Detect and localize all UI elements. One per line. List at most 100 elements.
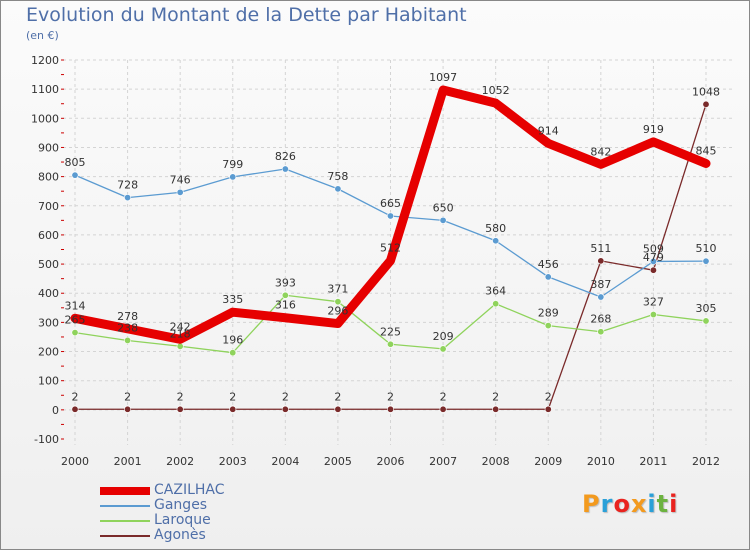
data-point-laroque bbox=[544, 322, 552, 330]
y-tick-label: 600 bbox=[38, 229, 59, 242]
x-tick-label: 2006 bbox=[377, 455, 405, 468]
data-label-laroque: 364 bbox=[485, 285, 506, 298]
data-point-agonès bbox=[597, 257, 605, 265]
x-tick-label: 2000 bbox=[61, 455, 89, 468]
data-label-laroque: 305 bbox=[696, 302, 717, 315]
data-point-laroque bbox=[71, 329, 79, 337]
y-tick-label: 500 bbox=[38, 258, 59, 271]
proxiti-logo: Proxiti bbox=[582, 490, 678, 518]
y-tick-label: 100 bbox=[38, 375, 59, 388]
data-point-laroque bbox=[124, 336, 132, 344]
data-label-laroque: 225 bbox=[380, 325, 401, 338]
legend-label: CAZILHAC bbox=[154, 482, 225, 498]
data-label-ganges: 650 bbox=[433, 201, 454, 214]
x-tick-label: 2004 bbox=[271, 455, 299, 468]
data-point-agonès bbox=[229, 405, 237, 413]
data-point-ganges bbox=[649, 257, 657, 265]
data-point-agonès bbox=[649, 266, 657, 274]
data-label-cazilhac: 842 bbox=[590, 145, 611, 158]
data-label-ganges: 799 bbox=[222, 158, 243, 171]
data-point-agonès bbox=[176, 405, 184, 413]
data-point-laroque bbox=[702, 317, 710, 325]
data-label-cazilhac: 512 bbox=[380, 242, 401, 255]
data-label-agonès: 2 bbox=[177, 390, 184, 403]
data-label-cazilhac: 316 bbox=[275, 299, 296, 312]
logo-letter: P bbox=[582, 490, 601, 518]
data-label-agonès: 2 bbox=[72, 390, 79, 403]
x-tick-label: 2011 bbox=[639, 455, 667, 468]
x-tick-label: 2001 bbox=[114, 455, 142, 468]
y-tick-label: 1000 bbox=[31, 112, 59, 125]
data-label-ganges: 509 bbox=[643, 242, 664, 255]
x-tick-label: 2009 bbox=[534, 455, 562, 468]
data-point-laroque bbox=[649, 311, 657, 319]
legend-swatch bbox=[100, 535, 150, 537]
data-label-cazilhac: 919 bbox=[643, 123, 664, 136]
legend-label: Agonès bbox=[154, 527, 206, 543]
chart-subtitle: (en €) bbox=[26, 29, 59, 42]
data-label-cazilhac: 278 bbox=[117, 310, 138, 323]
data-label-cazilhac: 296 bbox=[327, 305, 348, 318]
data-point-laroque bbox=[386, 340, 394, 348]
data-label-agonès: 511 bbox=[590, 242, 611, 255]
data-point-laroque bbox=[176, 342, 184, 350]
legend-item-laroque: Laroque bbox=[100, 512, 320, 529]
data-point-agonès bbox=[544, 405, 552, 413]
x-tick-label: 2012 bbox=[692, 455, 720, 468]
data-point-laroque bbox=[281, 291, 289, 299]
data-label-agonès: 2 bbox=[282, 390, 289, 403]
data-label-cazilhac: 335 bbox=[222, 293, 243, 306]
data-label-laroque: 265 bbox=[65, 314, 86, 327]
data-label-laroque: 209 bbox=[433, 330, 454, 343]
data-label-agonès: 2 bbox=[440, 390, 447, 403]
data-point-ganges bbox=[492, 237, 500, 245]
data-point-agonès bbox=[492, 405, 500, 413]
chart-title: Evolution du Montant de la Dette par Hab… bbox=[26, 4, 467, 26]
data-point-ganges bbox=[71, 171, 79, 179]
y-tick-label: 800 bbox=[38, 171, 59, 184]
data-point-ganges bbox=[439, 216, 447, 224]
legend-label: Laroque bbox=[154, 512, 211, 528]
series-layer bbox=[70, 85, 711, 413]
data-label-layer: 314 278 242 335 316 296 512 1097 1052 914 842 919 84… bbox=[65, 71, 721, 403]
y-tick-label: 400 bbox=[38, 287, 59, 300]
logo-letter: i bbox=[669, 490, 679, 518]
logo-letter: i bbox=[647, 490, 657, 518]
data-point-laroque bbox=[597, 328, 605, 336]
data-label-agonès: 2 bbox=[229, 390, 236, 403]
data-label-ganges: 580 bbox=[485, 222, 506, 235]
data-point-ganges bbox=[702, 257, 710, 265]
data-label-agonès: 479 bbox=[643, 251, 664, 264]
legend-item-agonès: Agonès bbox=[100, 527, 320, 544]
data-label-cazilhac: 914 bbox=[538, 124, 559, 137]
data-point-ganges bbox=[544, 273, 552, 281]
data-point-ganges bbox=[334, 185, 342, 193]
data-point-laroque bbox=[492, 300, 500, 308]
legend-label: Ganges bbox=[154, 497, 208, 513]
data-point-ganges bbox=[229, 173, 237, 181]
data-label-ganges: 387 bbox=[590, 278, 611, 291]
data-label-cazilhac: 1097 bbox=[429, 71, 457, 84]
y-tick-label: 900 bbox=[38, 141, 59, 154]
data-label-cazilhac: 845 bbox=[696, 144, 717, 157]
data-label-cazilhac: 242 bbox=[170, 320, 191, 333]
data-label-ganges: 665 bbox=[380, 197, 401, 210]
data-point-agonès bbox=[439, 405, 447, 413]
y-tick-label: -100 bbox=[34, 433, 59, 446]
data-point-agonès bbox=[281, 405, 289, 413]
data-label-agonès: 1048 bbox=[692, 85, 720, 98]
grid-layer bbox=[63, 59, 735, 445]
data-label-laroque: 327 bbox=[643, 296, 664, 309]
x-tick-label: 2003 bbox=[219, 455, 247, 468]
data-label-laroque: 268 bbox=[590, 313, 611, 326]
data-label-ganges: 805 bbox=[65, 156, 86, 169]
legend-swatch bbox=[100, 487, 150, 495]
data-point-laroque bbox=[334, 298, 342, 306]
data-label-agonès: 2 bbox=[387, 390, 394, 403]
legend-swatch bbox=[100, 520, 150, 522]
data-label-laroque: 371 bbox=[327, 283, 348, 296]
data-label-agonès: 2 bbox=[492, 390, 499, 403]
data-point-ganges bbox=[176, 188, 184, 196]
data-label-agonès: 2 bbox=[545, 390, 552, 403]
data-point-agonès bbox=[124, 405, 132, 413]
